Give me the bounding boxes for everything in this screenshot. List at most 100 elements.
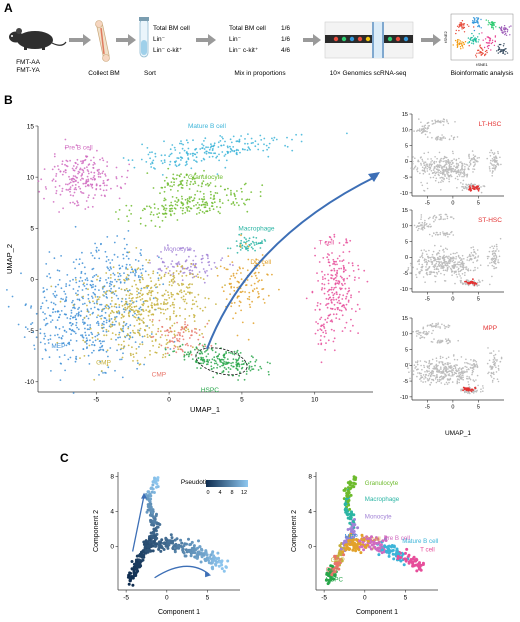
umap-point [127,344,130,347]
umap-point [40,305,43,308]
umap-point [105,290,108,293]
tsne-point [488,37,491,39]
umap-point [115,320,117,323]
umap-point [115,211,117,213]
tsne-point [494,21,496,24]
inset-point [441,177,444,179]
inset-point [436,231,438,234]
umap-point [154,351,157,354]
inset-point [465,174,467,176]
inset-point [500,357,503,360]
umap-point [129,332,132,334]
umap-point [157,268,160,271]
umap-point [240,135,243,137]
tsne-point [463,31,466,33]
umap-point [190,353,193,356]
inset-point [444,247,447,250]
umap-point [225,351,228,353]
umap-point [85,337,88,339]
umap-point [217,210,220,213]
inset-point [467,381,470,383]
inset-point [438,341,441,344]
umap-point [75,179,77,182]
inset-point [489,365,492,367]
umap-point [55,190,58,192]
umap-point [135,348,138,350]
umap-point [128,251,131,254]
umap-point [96,149,98,152]
umap-point [244,138,246,140]
tsne-point [463,24,465,26]
umap-point [185,274,188,277]
umap-point [174,203,177,206]
umap-point [192,259,195,262]
umap-point [197,276,200,279]
umap-point [115,290,117,292]
inset-point [433,214,436,217]
umap-point [205,152,208,155]
umap-point [191,329,193,332]
y-tick-label: 0 [30,277,34,284]
umap-point [91,280,94,283]
inset-point [458,171,460,173]
panel-letter-b: B [4,93,13,107]
umap-point [165,318,168,320]
umap-point [85,180,88,183]
umap-point [328,261,331,264]
inset-title: MPP [483,325,497,332]
umap-point [186,208,189,210]
inset-point [422,229,424,231]
umap-point [133,279,136,282]
x-tick-label: -5 [93,397,99,404]
umap-point [234,276,237,279]
umap-point [323,327,326,329]
inset-point [466,186,468,189]
umap-point [252,322,255,325]
umap-point [53,294,56,297]
umap-point [132,331,135,334]
umap-point [211,349,214,352]
inset-point [458,173,460,176]
inset-point [447,324,450,327]
inset-point [445,167,448,170]
umap-point [25,303,27,305]
inset-point [493,354,495,357]
umap-point [171,265,174,268]
inset-point [445,381,448,384]
umap-point [95,322,98,324]
umap-point [101,324,103,327]
trajectory-point [150,490,154,494]
umap-point [177,157,180,160]
umap-point [222,359,225,361]
umap-point [75,292,77,295]
tsne-point [500,49,502,51]
umap-point [106,349,109,352]
inset-point [454,177,457,180]
umap-point [89,326,92,329]
umap-point [133,305,136,308]
umap-point [50,321,52,323]
umap-point [139,281,142,284]
umap-point [196,367,199,369]
inset-point [436,370,438,373]
inset-point [452,234,455,236]
umap-point [257,143,260,146]
inset-point [416,268,419,270]
umap-point [172,278,175,281]
umap-point [110,296,113,299]
umap-point [75,144,78,147]
tube-icon [139,17,149,58]
tsne-point [471,32,473,35]
inset-point [494,259,496,262]
inset-point [431,263,433,266]
umap-point [137,292,140,294]
inset-point [406,269,409,272]
umap-point [345,308,347,311]
inset-point [486,255,489,258]
umap-point [93,274,96,277]
umap-point [206,210,209,213]
umap-point [267,155,270,158]
umap-point [252,141,254,144]
umap-point [202,336,205,339]
